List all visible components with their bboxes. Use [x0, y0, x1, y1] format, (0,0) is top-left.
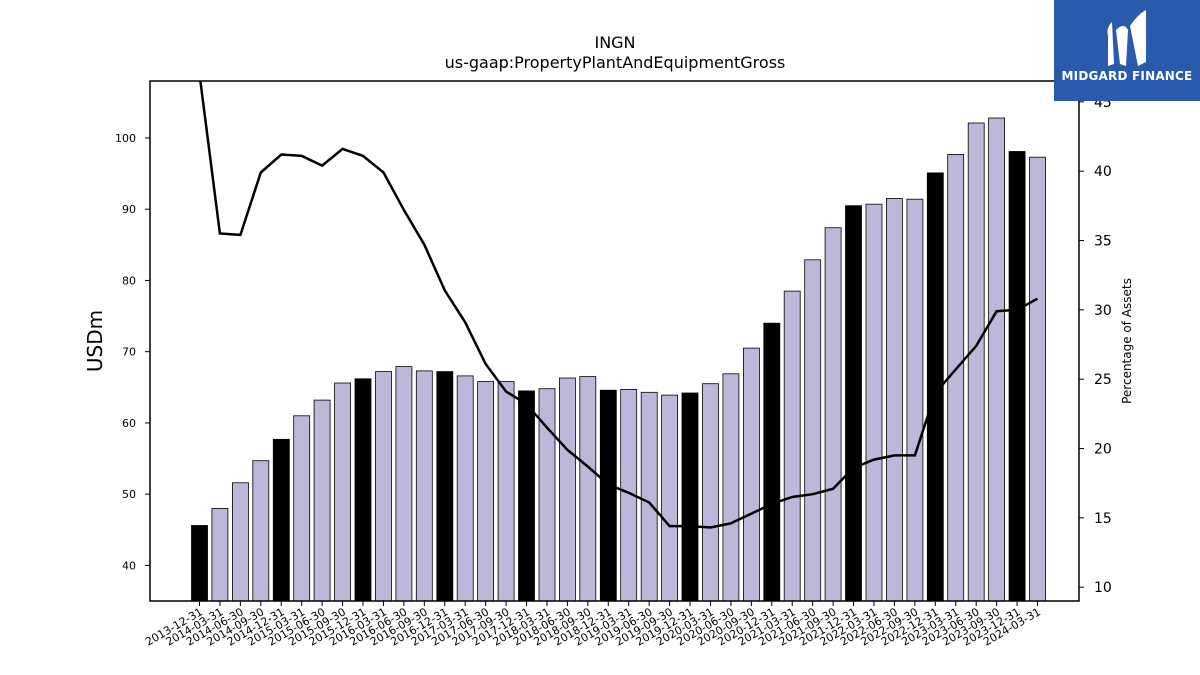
- line-series: [199, 81, 1039, 529]
- bar: [988, 117, 1005, 602]
- chart-title: INGN: [594, 33, 635, 52]
- bar: [702, 383, 719, 602]
- bar: [967, 122, 985, 602]
- bar: [191, 525, 208, 602]
- y2-axis-label: Percentage of Assets: [1120, 278, 1134, 404]
- y2-tick-label: 10: [1094, 580, 1112, 596]
- bar: [865, 203, 883, 602]
- y2-tick-label: 30: [1094, 303, 1112, 319]
- y2-tick-label: 25: [1094, 372, 1112, 388]
- bar: [661, 394, 678, 602]
- bar: [395, 366, 413, 602]
- chart-subtitle: us-gaap:PropertyPlantAndEquipmentGross: [445, 53, 786, 72]
- bar: [886, 198, 903, 602]
- bar: [559, 377, 576, 602]
- y2-tick-label: 35: [1094, 233, 1112, 249]
- midgard-finance-logo: MIDGARD FINANCE: [1054, 0, 1200, 101]
- bar: [518, 390, 535, 602]
- bar: [1008, 151, 1026, 602]
- bar: [293, 415, 311, 602]
- bar: [231, 482, 249, 602]
- bar: [640, 391, 658, 602]
- y-axis-label: USDm: [83, 310, 107, 372]
- bar: [252, 460, 270, 602]
- bar: [334, 382, 352, 602]
- left-axis-ticks: 40 50 60 70 80 90 100: [115, 132, 150, 572]
- bar: [579, 376, 597, 602]
- bar: [436, 371, 454, 602]
- bar: [763, 322, 781, 602]
- bar: [783, 290, 801, 602]
- bar: [722, 373, 740, 602]
- bar-series: [191, 117, 1046, 602]
- y-tick-label: 40: [122, 559, 136, 572]
- y-tick-label: 100: [115, 132, 136, 145]
- y-tick-label: 60: [122, 417, 136, 430]
- plot-area-frame: [149, 80, 1080, 602]
- bar: [477, 381, 495, 602]
- midgard-m-logo-icon: [1107, 10, 1146, 66]
- bar: [824, 227, 842, 602]
- bar: [272, 438, 290, 602]
- bar: [681, 392, 699, 602]
- bar: [456, 375, 474, 602]
- bar: [313, 399, 331, 602]
- y-tick-label: 70: [122, 346, 136, 359]
- bar: [845, 205, 862, 602]
- bar: [211, 507, 229, 602]
- bar: [1029, 156, 1046, 602]
- bar: [497, 381, 515, 602]
- y-tick-label: 50: [122, 488, 136, 501]
- y-tick-label: 90: [122, 203, 136, 216]
- bar: [375, 371, 392, 602]
- bar: [804, 259, 822, 602]
- bar: [743, 347, 760, 602]
- bar: [354, 378, 372, 602]
- y2-tick-label: 20: [1094, 441, 1112, 457]
- y-tick-label: 80: [122, 274, 136, 287]
- percentage-line: [199, 81, 1039, 529]
- brand-name: MIDGARD FINANCE: [1061, 69, 1193, 83]
- x-axis-ticks: 2013-12-312014-03-312014-06-302014-09-30…: [143, 601, 1043, 649]
- bar: [906, 198, 924, 602]
- bar: [599, 389, 617, 602]
- bar: [415, 370, 433, 602]
- y2-tick-label: 40: [1094, 164, 1112, 180]
- y2-tick-label: 15: [1094, 511, 1112, 527]
